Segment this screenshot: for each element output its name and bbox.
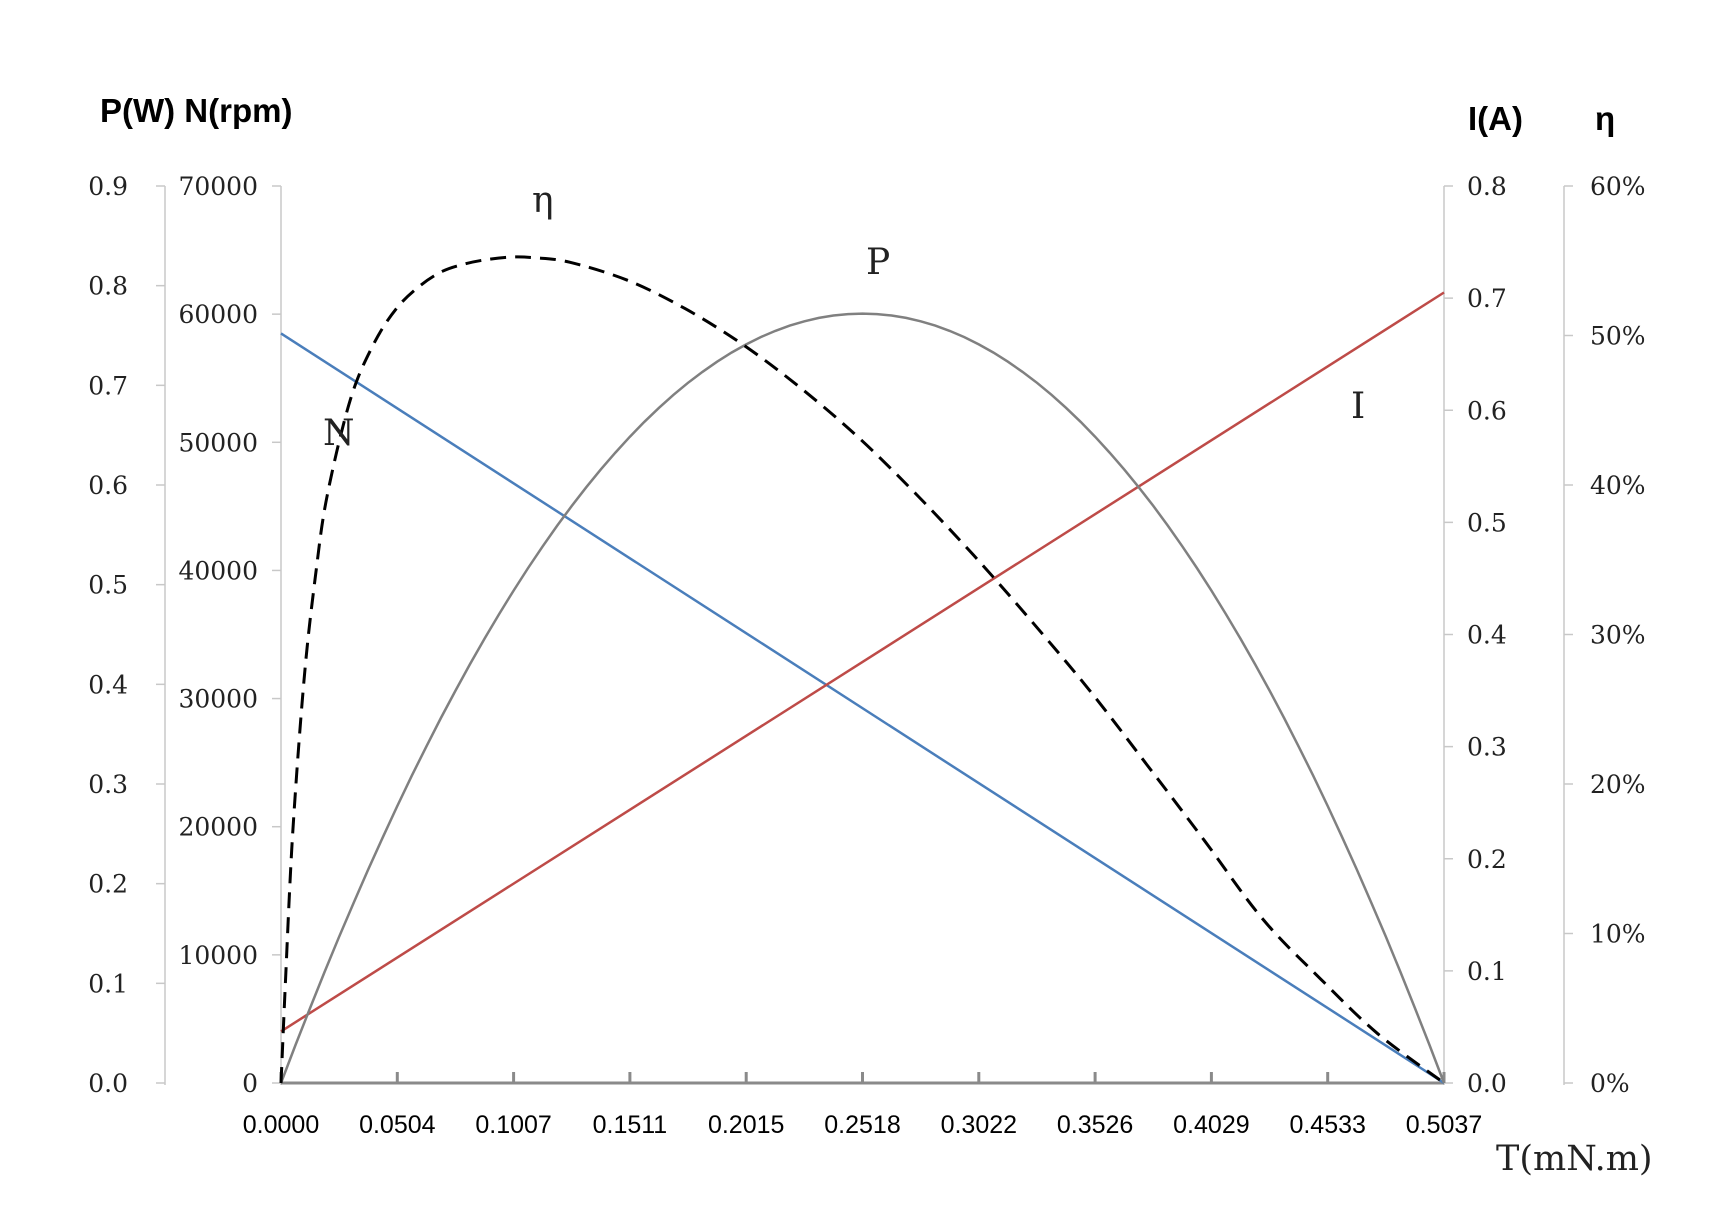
speed-tick-label: 20000 [178,813,258,842]
speed-tick-label: 0 [242,1069,258,1098]
speed-tick-label: 50000 [178,428,258,457]
efficiency-tick-label: 20% [1590,770,1646,799]
efficiency-tick-label: 0% [1590,1069,1630,1098]
current-tick-label: 0.0 [1467,1069,1507,1098]
speed-tick-label: 10000 [178,941,258,970]
ticks-layer: 0.0 0.1 0.2 0.3 0.4 0.5 0.6 0.7 0.8 0.9 0 10000 2000… [88,172,1645,1139]
speed-tick-label: 60000 [178,300,258,329]
speed-tick-label: 70000 [178,172,258,201]
x-tick-label: 0.2015 [708,1111,784,1139]
x-tick-label: 0.3526 [1057,1111,1133,1139]
current-tick-label: 0.6 [1467,396,1507,425]
x-tick-label: 0.1511 [593,1111,668,1139]
efficiency-tick-label: 10% [1590,920,1646,949]
efficiency-tick-label: 40% [1590,471,1646,500]
x-tick-label: 0.0000 [243,1111,319,1139]
series-line-p [279,312,1446,1084]
current-tick-label: 0.1 [1467,957,1507,986]
power-tick-label: 0.9 [88,172,128,201]
current-axis-title: I(A) [1468,100,1523,137]
power-tick-label: 0.8 [88,272,128,301]
left-axis-title: P(W) N(rpm) [100,92,292,129]
power-tick-label: 0.6 [88,471,128,500]
x-tick-label: 0.1007 [475,1111,551,1139]
series-label-n: N [323,413,355,454]
x-tick-label: 0.4029 [1173,1111,1249,1139]
efficiency-tick-label: 50% [1590,322,1646,351]
series-label-eta: η [532,180,554,221]
x-axis-label: T(mN.m) [1496,1139,1653,1179]
x-tick-label: 0.3022 [941,1111,1017,1139]
current-tick-label: 0.5 [1467,508,1507,537]
current-tick-label: 0.8 [1467,172,1507,201]
series-line-i [280,291,1445,1033]
current-tick-label: 0.7 [1467,284,1507,313]
x-tick-label: 0.5037 [1406,1111,1482,1139]
current-tick-label: 0.3 [1467,733,1507,762]
series-layer [279,255,1446,1085]
x-tick-label: 0.4533 [1289,1111,1365,1139]
efficiency-axis-title: η [1595,100,1615,137]
power-tick-label: 0.4 [88,670,128,699]
power-tick-label: 0.7 [88,371,128,400]
series-line-n [280,332,1445,1085]
power-tick-label: 0.5 [88,571,128,600]
power-tick-label: 0.1 [88,969,128,998]
series-label-i: I [1351,386,1365,427]
speed-tick-label: 40000 [178,556,258,585]
efficiency-tick-label: 30% [1590,621,1646,650]
x-tick-label: 0.2518 [824,1111,900,1139]
x-tick-label: 0.0504 [359,1111,436,1139]
current-tick-label: 0.4 [1467,621,1507,650]
series-label-p: P [866,242,890,283]
power-tick-label: 0.3 [88,770,128,799]
current-tick-label: 0.2 [1467,845,1507,874]
efficiency-tick-label: 60% [1590,172,1646,201]
power-tick-label: 0.0 [88,1069,128,1098]
power-tick-label: 0.2 [88,870,128,899]
speed-tick-label: 30000 [178,685,258,714]
series-line-eta [279,255,1445,1085]
